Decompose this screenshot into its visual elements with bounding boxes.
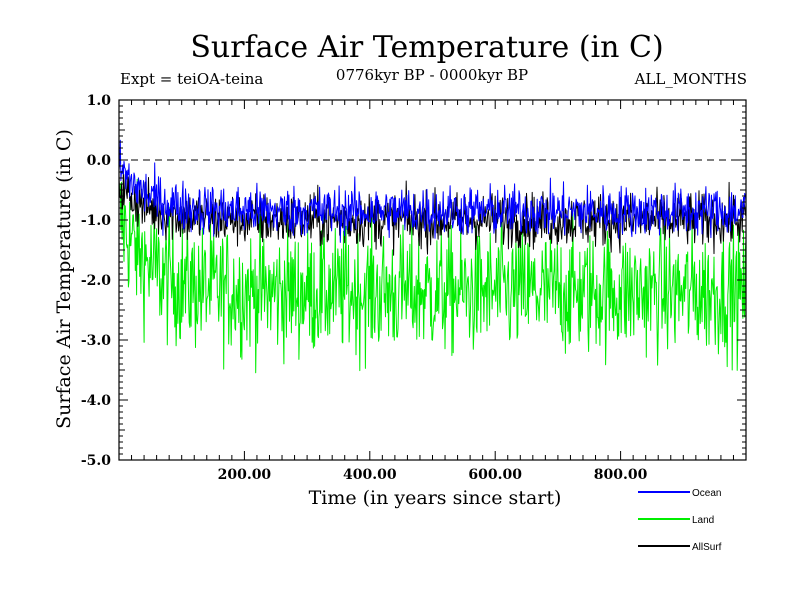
series-line-land xyxy=(118,178,747,374)
y-tick-label: -4.0 xyxy=(81,393,111,409)
x-tick-label: 600.00 xyxy=(468,467,522,483)
months-label: ALL_MONTHS xyxy=(634,70,747,88)
legend: Ocean Land AllSurf xyxy=(638,488,722,553)
y-axis-label: Surface Air Temperature (in C) xyxy=(53,129,75,429)
series-layer xyxy=(118,139,747,374)
expt-label: Expt = teiOA-teina xyxy=(120,70,263,88)
y-tick-label: -2.0 xyxy=(81,273,111,289)
legend-label-allsurf: AllSurf xyxy=(692,542,722,553)
x-tick-label: 200.00 xyxy=(218,467,272,483)
tick-labels: 200.00 400.00 600.00 800.00 1.0 0.0 -1.0 -2.0 -3… xyxy=(81,93,648,483)
chart-title: Surface Air Temperature (in C) xyxy=(190,30,663,65)
y-tick-label: -5.0 xyxy=(81,453,111,469)
y-tick-label: 1.0 xyxy=(87,93,112,109)
period-label: 0776kyr BP - 0000kyr BP xyxy=(336,66,528,84)
y-tick-label: 0.0 xyxy=(87,153,112,169)
series-line-ocean xyxy=(118,139,747,243)
legend-label-ocean: Ocean xyxy=(692,488,721,499)
legend-label-land: Land xyxy=(692,515,714,526)
y-tick-label: -1.0 xyxy=(81,213,111,229)
plot-frame xyxy=(118,99,747,461)
x-tick-label: 800.00 xyxy=(594,467,648,483)
x-tick-label: 400.00 xyxy=(343,467,397,483)
y-tick-label: -3.0 xyxy=(81,333,111,349)
x-axis-label: Time (in years since start) xyxy=(309,487,562,509)
